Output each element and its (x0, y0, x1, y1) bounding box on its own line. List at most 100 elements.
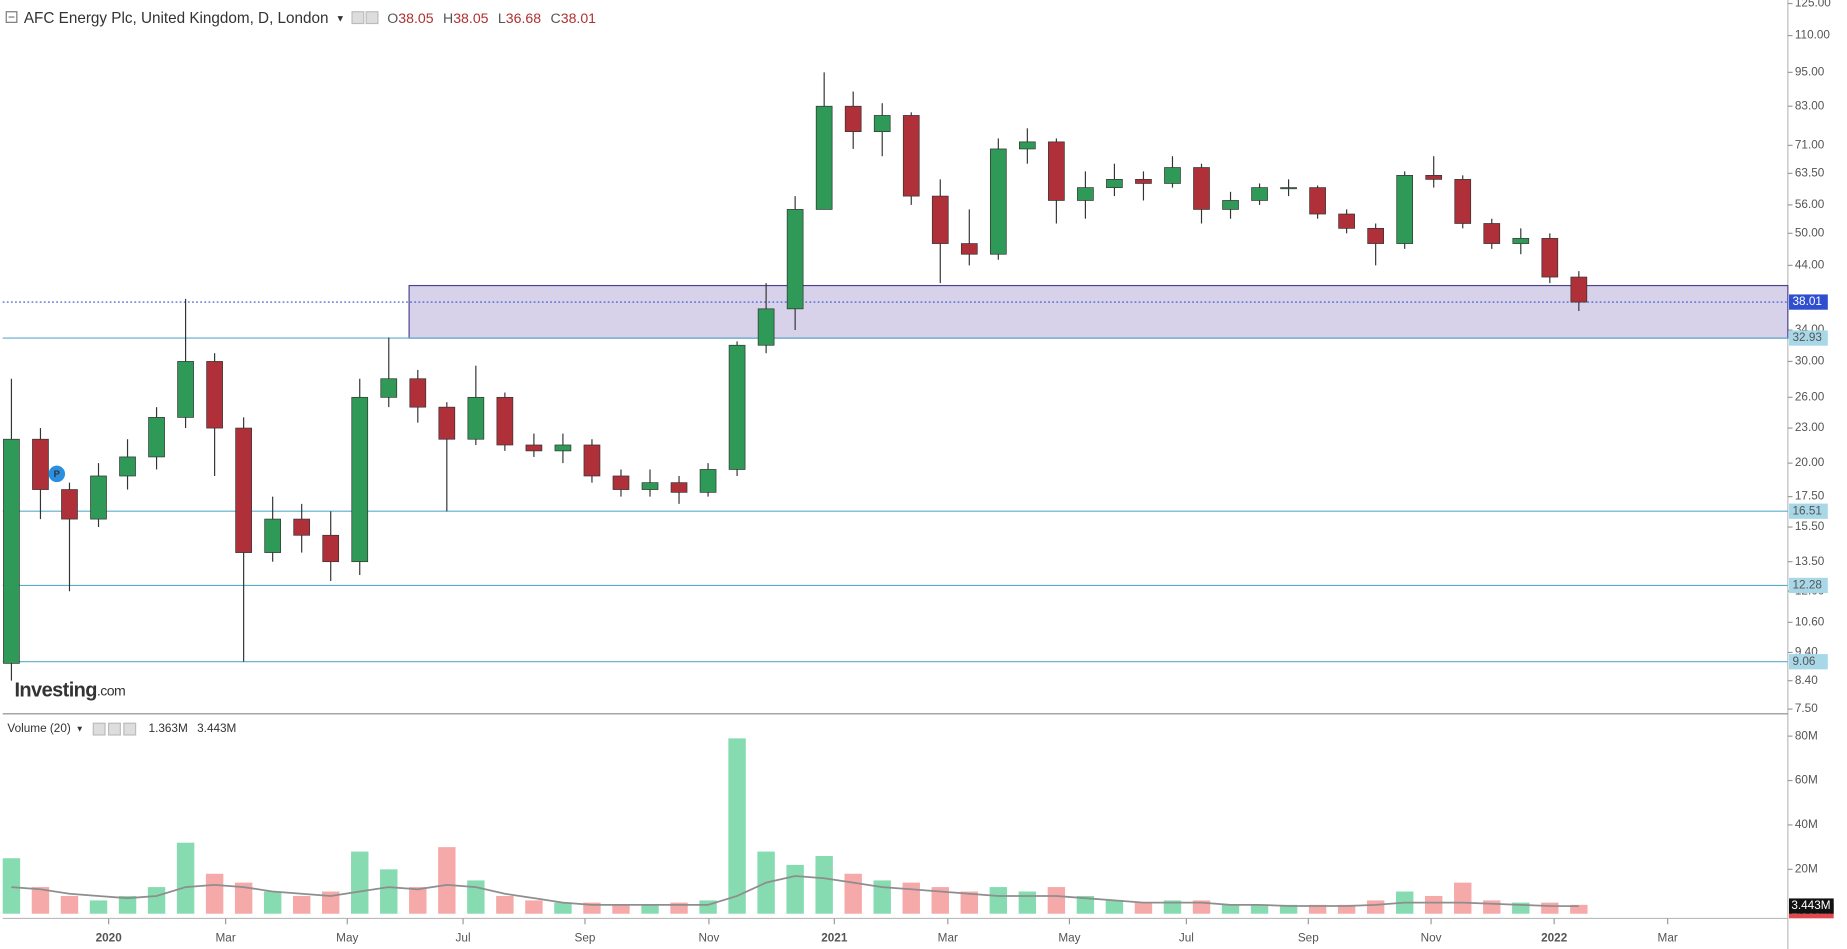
volume-bar (1337, 904, 1356, 914)
volume-bar (2, 858, 21, 914)
candle-body (1541, 238, 1559, 278)
volume-bar (1105, 900, 1124, 914)
volume-bar (380, 869, 398, 914)
candle-body (1135, 179, 1152, 184)
candle-body (757, 308, 775, 346)
x-tick-label: Sep (575, 932, 596, 945)
y-tick-label: 20M (1795, 862, 1818, 875)
volume-bar (1279, 904, 1298, 914)
y-tick-label: 110.00 (1795, 29, 1831, 42)
volume-bar (1250, 904, 1269, 914)
candle-body (1251, 187, 1268, 201)
candle-body (90, 475, 107, 520)
candle-body (1280, 187, 1297, 190)
ohlc-prefix: H (443, 10, 453, 26)
candle-body (525, 444, 543, 452)
y-tick-label: 71.00 (1795, 138, 1825, 151)
candle-body (931, 195, 949, 244)
level-label: 12.28 (1793, 579, 1823, 592)
y-tick-label: 95.00 (1795, 65, 1825, 78)
pane-button[interactable] (92, 722, 106, 736)
volume-bar (234, 882, 253, 914)
volume-bar (1047, 887, 1066, 914)
volume-title: Volume (20) (7, 722, 70, 735)
volume-bar (873, 880, 891, 914)
candle-body (815, 105, 833, 210)
logo-text: Investing.com (14, 680, 125, 702)
y-tick-label: 40M (1795, 818, 1818, 831)
volume-bar (1221, 904, 1240, 914)
volume-bar (1308, 904, 1327, 914)
logo-suffix: .com (97, 682, 125, 698)
level-label: 9.06 (1793, 655, 1816, 668)
x-tick-label: Mar (216, 932, 236, 945)
candle-body (1483, 223, 1501, 244)
candle-body (960, 243, 978, 255)
pane-button[interactable] (107, 722, 121, 736)
level-label: 32.93 (1793, 331, 1823, 344)
pane-button[interactable] (365, 11, 379, 25)
pane-button[interactable] (123, 722, 137, 736)
candle-body (699, 469, 717, 493)
candle-body (61, 489, 78, 520)
logo-brand: Investing (14, 680, 96, 702)
ohlc-readout: L36.68 (498, 10, 541, 26)
ohlc-value: 38.05 (398, 10, 433, 26)
volume-bar (1512, 902, 1530, 914)
y-tick-label: 30.00 (1795, 355, 1825, 368)
ohlc-readout: H38.05 (443, 10, 489, 26)
volume-bar (728, 738, 746, 914)
candle-body (844, 105, 862, 132)
y-tick-label: 23.00 (1795, 421, 1825, 434)
y-tick-label: 17.50 (1795, 490, 1825, 503)
volume-bar (1134, 902, 1153, 914)
x-tick-label: 2020 (96, 932, 123, 945)
y-tick-label: 60M (1795, 774, 1818, 787)
volume-bar (583, 902, 601, 914)
candle-body (1309, 187, 1326, 215)
candle-body (3, 438, 20, 664)
volume-bar (176, 842, 195, 914)
candle-body (351, 396, 369, 563)
candle-body (1222, 200, 1239, 210)
candle-body (264, 518, 282, 553)
readout-label: 3.443M (1791, 899, 1830, 912)
volume-readout: 1.363M (149, 722, 188, 735)
event-marker-icon: P (54, 468, 60, 479)
candle-body (641, 482, 659, 490)
candle-body (1570, 276, 1588, 303)
event-marker[interactable] (48, 465, 66, 483)
symbol-title: AFC Energy Plc, United Kingdom, D, Londo… (24, 10, 329, 27)
candle-body (467, 396, 485, 440)
y-tick-label: 50.00 (1795, 226, 1825, 239)
y-tick-label: 56.00 (1795, 198, 1825, 211)
candle-body (32, 438, 49, 490)
collapse-icon[interactable] (5, 11, 18, 23)
volume-bar (60, 895, 79, 914)
y-tick-label: 125.00 (1795, 0, 1831, 10)
x-tick-label: Nov (698, 932, 719, 945)
candle-body (1367, 228, 1384, 244)
volume-bar (31, 887, 50, 914)
p-marker[interactable]: P (48, 465, 66, 483)
y-tick-label: 7.50 (1795, 702, 1818, 715)
pane-button[interactable] (351, 11, 365, 25)
volume-bar (292, 895, 311, 914)
candle-body (670, 482, 688, 493)
candle-body (380, 378, 398, 398)
candle-body (1019, 141, 1036, 150)
volume-bar (902, 882, 920, 914)
candle-body (148, 417, 165, 458)
volume-bar (1454, 882, 1472, 914)
ohlc-value: 38.01 (561, 10, 596, 26)
y-tick-label: 44.00 (1795, 258, 1825, 271)
candle-body (1048, 141, 1065, 201)
ohlc-readout: O38.05 (387, 10, 433, 26)
volume-bar (89, 900, 108, 914)
y-tick-label: 13.50 (1795, 555, 1825, 568)
level-label-bg (1789, 503, 1828, 519)
level-label-bg (1789, 654, 1828, 670)
volume-bar (322, 891, 340, 914)
ohlc-value: 36.68 (506, 10, 541, 26)
